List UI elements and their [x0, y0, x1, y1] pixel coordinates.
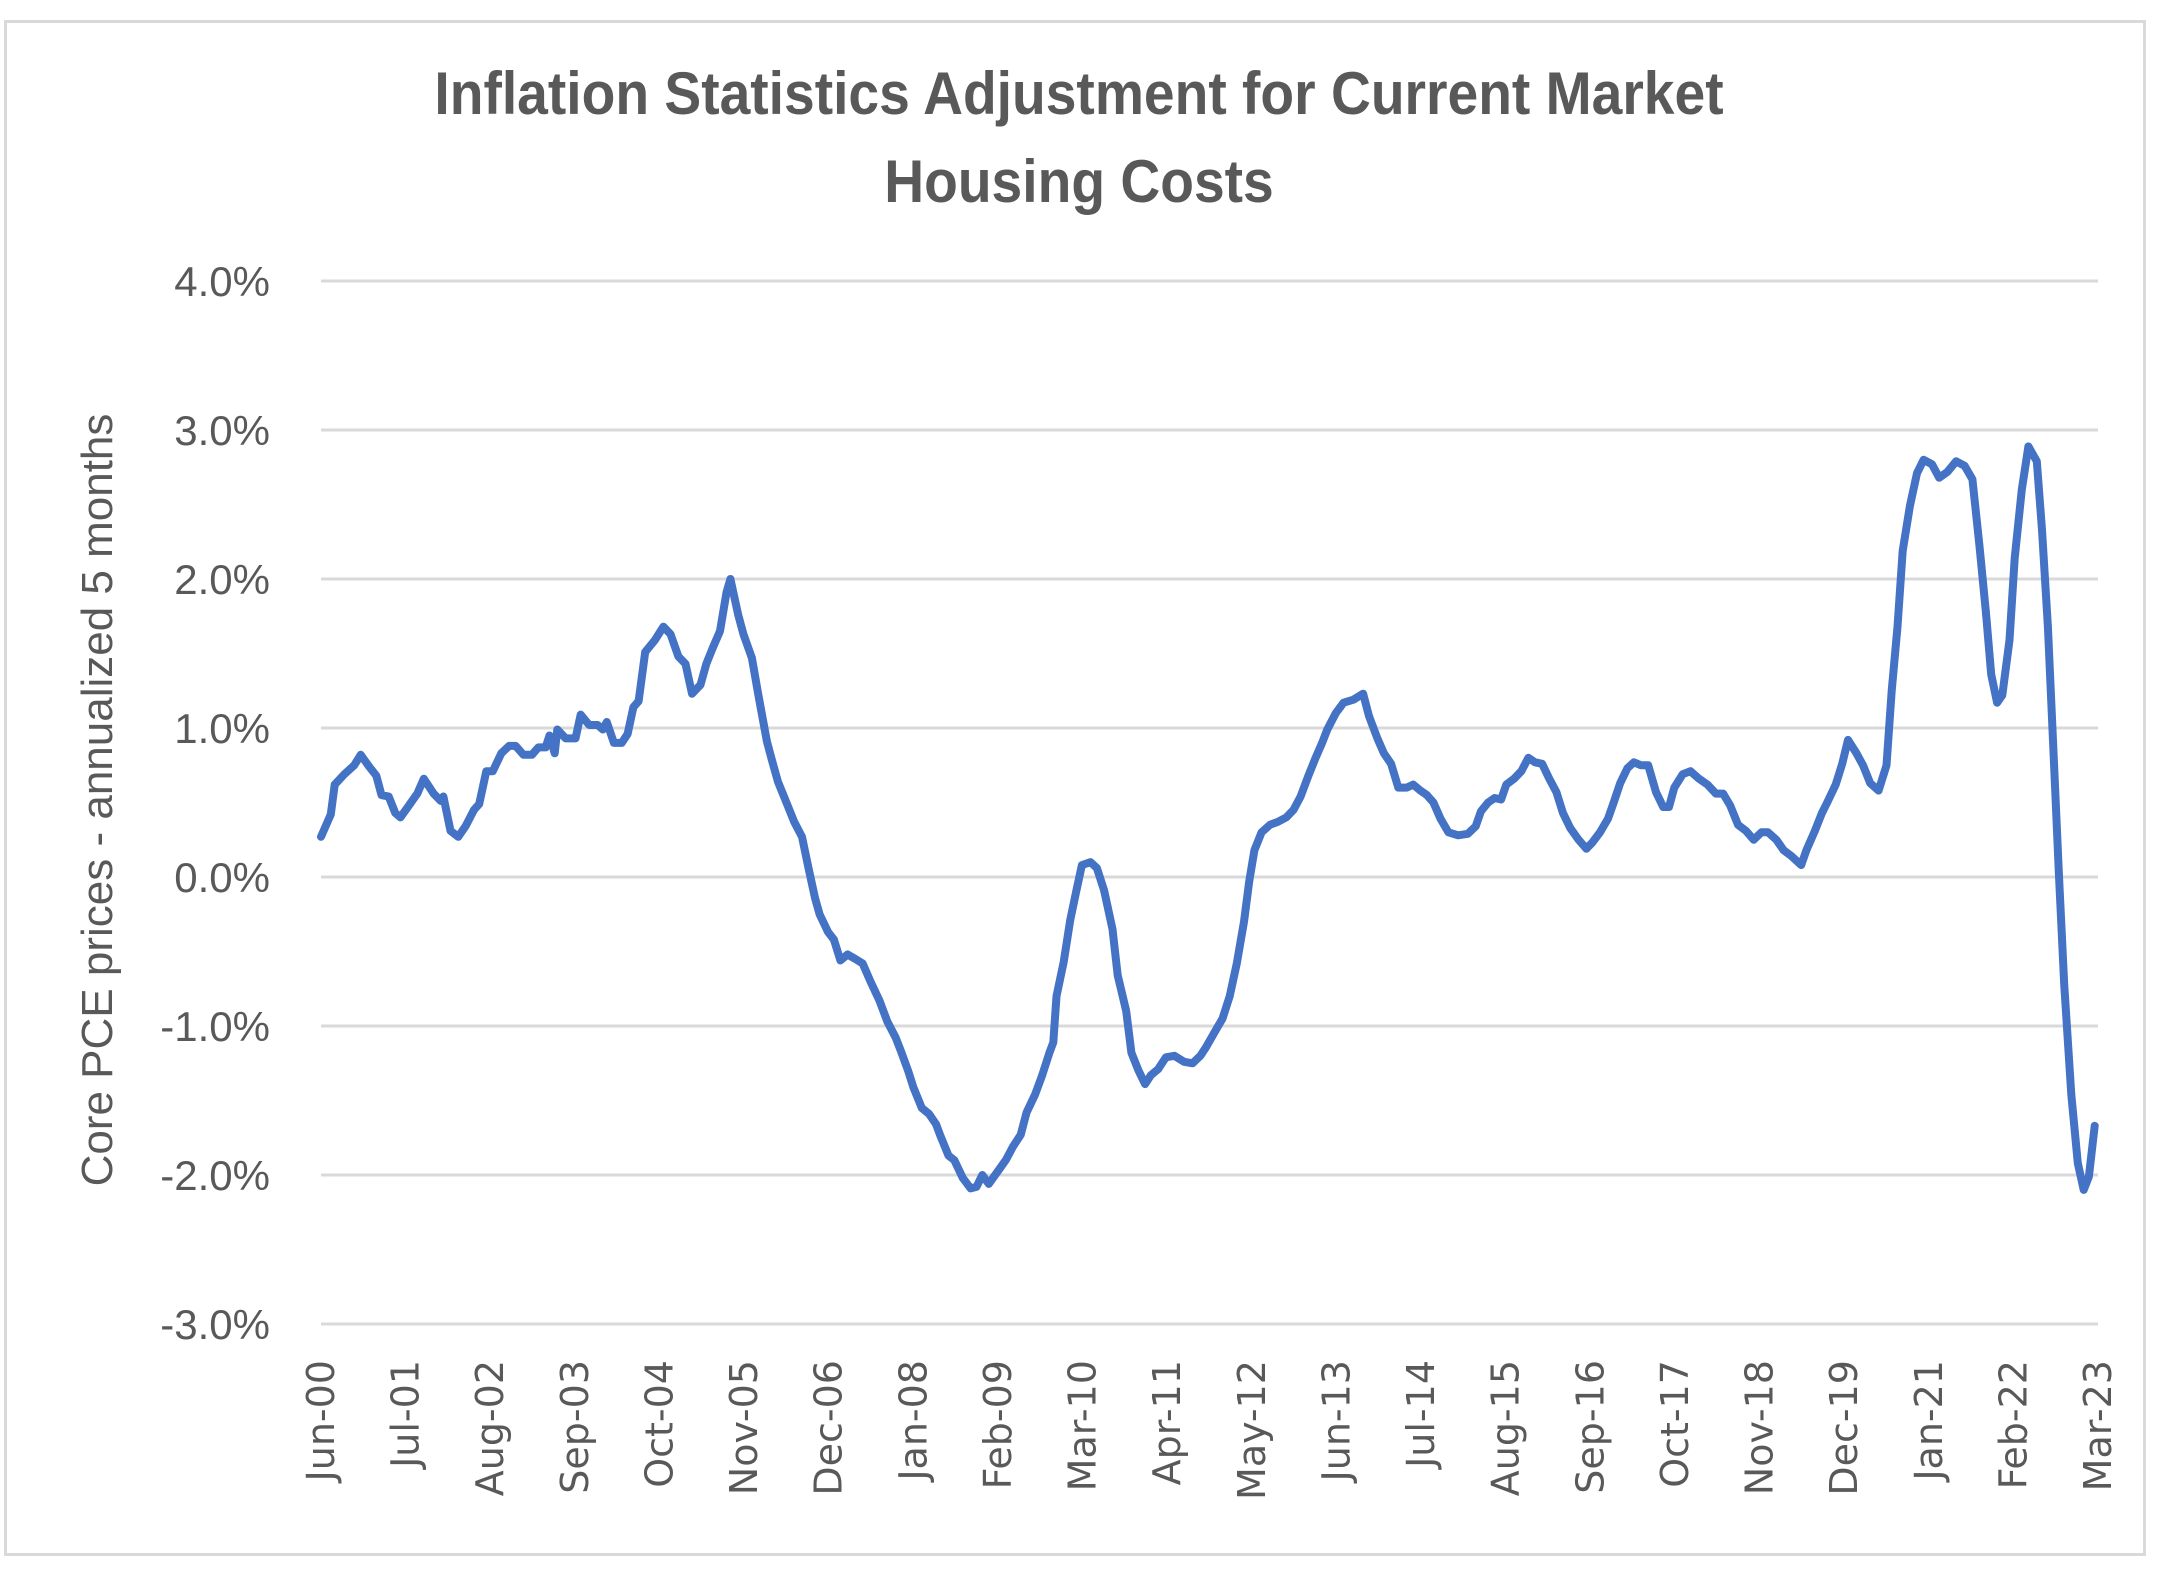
y-tick-label: 2.0%: [174, 556, 270, 603]
x-tick-label: Mar-10: [1061, 1360, 1105, 1491]
chart-frame: [4, 20, 2146, 1556]
y-tick-label: -2.0%: [160, 1152, 270, 1199]
series-group: [317, 442, 2099, 1194]
chart-title: Inflation Statistics Adjustment for Curr…: [86, 50, 2071, 226]
x-tick-label: Jan-08: [891, 1360, 935, 1483]
x-tick-label: May-12: [1230, 1360, 1274, 1500]
x-tick-label: Sep-16: [1568, 1360, 1612, 1494]
x-tick-label: Aug-02: [468, 1360, 512, 1496]
y-tick-label: 1.0%: [174, 705, 270, 752]
x-tick-label: Dec-06: [807, 1360, 851, 1496]
x-tick-label: Feb-22: [1991, 1360, 2035, 1489]
chart-title-line-2: Housing Costs: [884, 148, 1274, 215]
y-axis-label: Core PCE prices - annualized 5 months: [73, 414, 122, 1187]
x-tick-label: Feb-09: [976, 1360, 1020, 1489]
series-line: [317, 442, 2099, 1194]
x-tick-label: Nov-18: [1738, 1360, 1782, 1495]
x-tick-label: Aug-15: [1484, 1360, 1528, 1496]
y-tick-label: 0.0%: [174, 854, 270, 901]
x-tick-label: Oct-17: [1653, 1360, 1697, 1488]
x-tick-label: Apr-11: [1145, 1360, 1189, 1485]
x-tick-label: Jul-14: [1399, 1360, 1443, 1470]
y-axis-ticks: 4.0% 3.0% 2.0% 1.0% 0.0% -1.0% -2.0% -3.0%: [160, 258, 270, 1348]
chart-title-line-1: Inflation Statistics Adjustment for Curr…: [434, 60, 1724, 127]
x-tick-label: Mar-23: [2076, 1360, 2120, 1491]
x-tick-label: Jun-13: [1314, 1360, 1358, 1483]
y-tick-label: 3.0%: [174, 407, 270, 454]
y-tick-label: -1.0%: [160, 1003, 270, 1050]
x-axis-ticks: Jun-00 Jul-01 Aug-02 Sep-03 Oct-04 Nov-05 Dec-…: [299, 1360, 2120, 1500]
x-tick-label: Jan-21: [1907, 1360, 1951, 1483]
y-tick-label: -3.0%: [160, 1301, 270, 1348]
gridlines: [321, 279, 2098, 1326]
y-tick-label: 4.0%: [174, 258, 270, 305]
x-tick-label: Nov-05: [722, 1360, 766, 1495]
x-tick-label: Jun-00: [299, 1360, 343, 1483]
x-tick-label: Oct-04: [637, 1360, 681, 1488]
x-tick-label: Dec-19: [1822, 1360, 1866, 1496]
x-tick-label: Jul-01: [384, 1360, 428, 1470]
x-tick-label: Sep-03: [553, 1360, 597, 1494]
